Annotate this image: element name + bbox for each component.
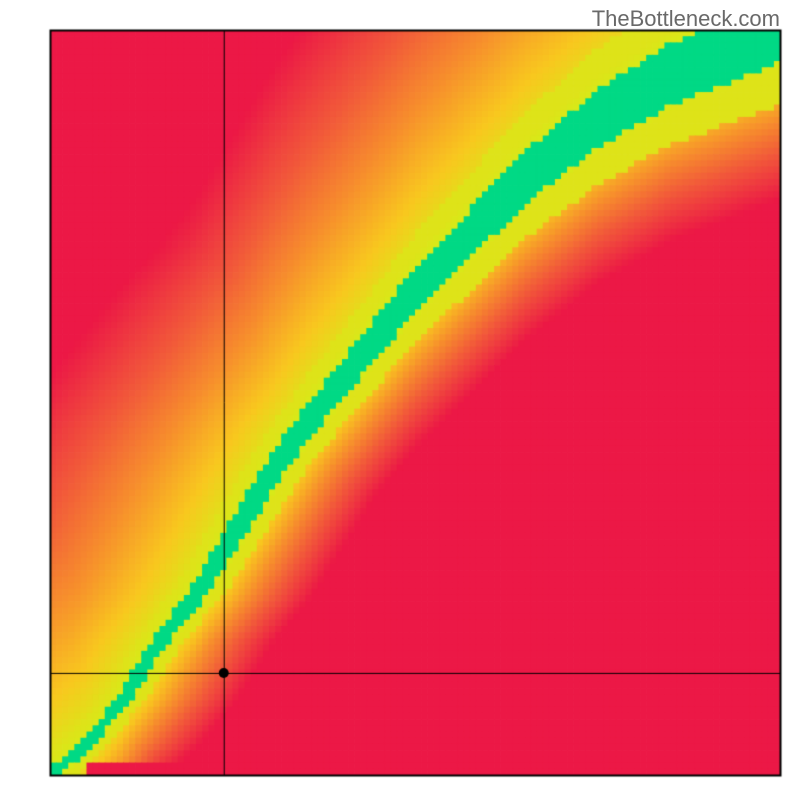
- bottleneck-heatmap: [0, 0, 800, 800]
- figure-container: TheBottleneck.com: [0, 0, 800, 800]
- watermark-text: TheBottleneck.com: [592, 6, 780, 32]
